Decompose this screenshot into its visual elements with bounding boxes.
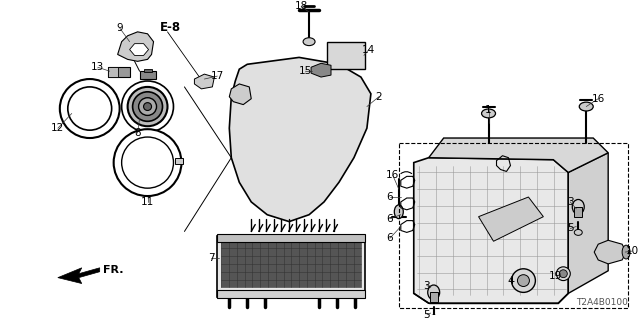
Bar	[108, 67, 118, 77]
Ellipse shape	[303, 38, 315, 46]
Bar	[218, 234, 365, 242]
Text: 15: 15	[298, 66, 312, 76]
Circle shape	[122, 137, 173, 188]
Text: 3: 3	[567, 197, 573, 207]
Text: T2A4B0100: T2A4B0100	[576, 298, 628, 307]
Text: 10: 10	[625, 246, 639, 256]
Text: FR.: FR.	[102, 265, 123, 275]
Text: 6: 6	[387, 214, 393, 224]
Polygon shape	[479, 197, 543, 241]
Ellipse shape	[122, 81, 173, 132]
Text: 6: 6	[387, 233, 393, 243]
Text: 9: 9	[116, 23, 123, 33]
Bar	[108, 67, 130, 77]
Polygon shape	[130, 44, 148, 55]
Polygon shape	[118, 32, 154, 61]
Text: 5: 5	[424, 310, 430, 320]
Bar	[399, 143, 628, 308]
Circle shape	[114, 129, 182, 196]
Bar	[143, 69, 152, 72]
Ellipse shape	[394, 205, 403, 219]
Circle shape	[559, 270, 567, 278]
Bar	[218, 236, 365, 297]
Text: 1: 1	[485, 106, 492, 116]
Polygon shape	[229, 84, 252, 105]
Bar	[429, 292, 438, 302]
Text: 5: 5	[567, 223, 573, 234]
Ellipse shape	[556, 267, 570, 281]
Text: 16: 16	[386, 170, 399, 180]
Polygon shape	[413, 158, 568, 303]
Polygon shape	[568, 153, 608, 293]
Bar	[140, 71, 156, 79]
Text: 13: 13	[91, 62, 104, 72]
Ellipse shape	[481, 109, 495, 118]
Ellipse shape	[428, 285, 440, 300]
Polygon shape	[58, 268, 100, 284]
Circle shape	[511, 269, 536, 292]
Circle shape	[60, 79, 120, 138]
Ellipse shape	[574, 229, 582, 236]
Polygon shape	[429, 138, 608, 172]
Ellipse shape	[132, 92, 163, 121]
Text: 17: 17	[211, 71, 224, 81]
Text: 19: 19	[548, 271, 562, 281]
Polygon shape	[195, 74, 214, 89]
Text: 3: 3	[424, 281, 430, 291]
Ellipse shape	[139, 98, 157, 116]
Ellipse shape	[572, 199, 584, 214]
Bar	[218, 291, 365, 298]
Ellipse shape	[143, 103, 152, 110]
Text: E-8: E-8	[159, 21, 180, 35]
Text: 7: 7	[208, 253, 214, 263]
Polygon shape	[594, 240, 626, 264]
Ellipse shape	[579, 102, 593, 111]
Polygon shape	[311, 63, 331, 77]
Circle shape	[68, 87, 111, 130]
Polygon shape	[229, 57, 371, 221]
Ellipse shape	[622, 245, 630, 259]
Text: 6: 6	[387, 192, 393, 202]
Ellipse shape	[429, 315, 438, 320]
Text: 4: 4	[507, 276, 514, 285]
Text: 8: 8	[134, 128, 141, 138]
Text: 16: 16	[591, 94, 605, 104]
Bar	[221, 240, 361, 287]
Text: 2: 2	[376, 92, 382, 102]
Text: 14: 14	[362, 44, 376, 54]
Text: 18: 18	[294, 1, 308, 11]
Ellipse shape	[127, 87, 168, 126]
Text: 12: 12	[51, 123, 65, 133]
Bar	[175, 158, 184, 164]
Text: 11: 11	[141, 197, 154, 207]
Circle shape	[518, 275, 529, 286]
Bar	[574, 207, 582, 217]
Bar	[327, 42, 365, 69]
